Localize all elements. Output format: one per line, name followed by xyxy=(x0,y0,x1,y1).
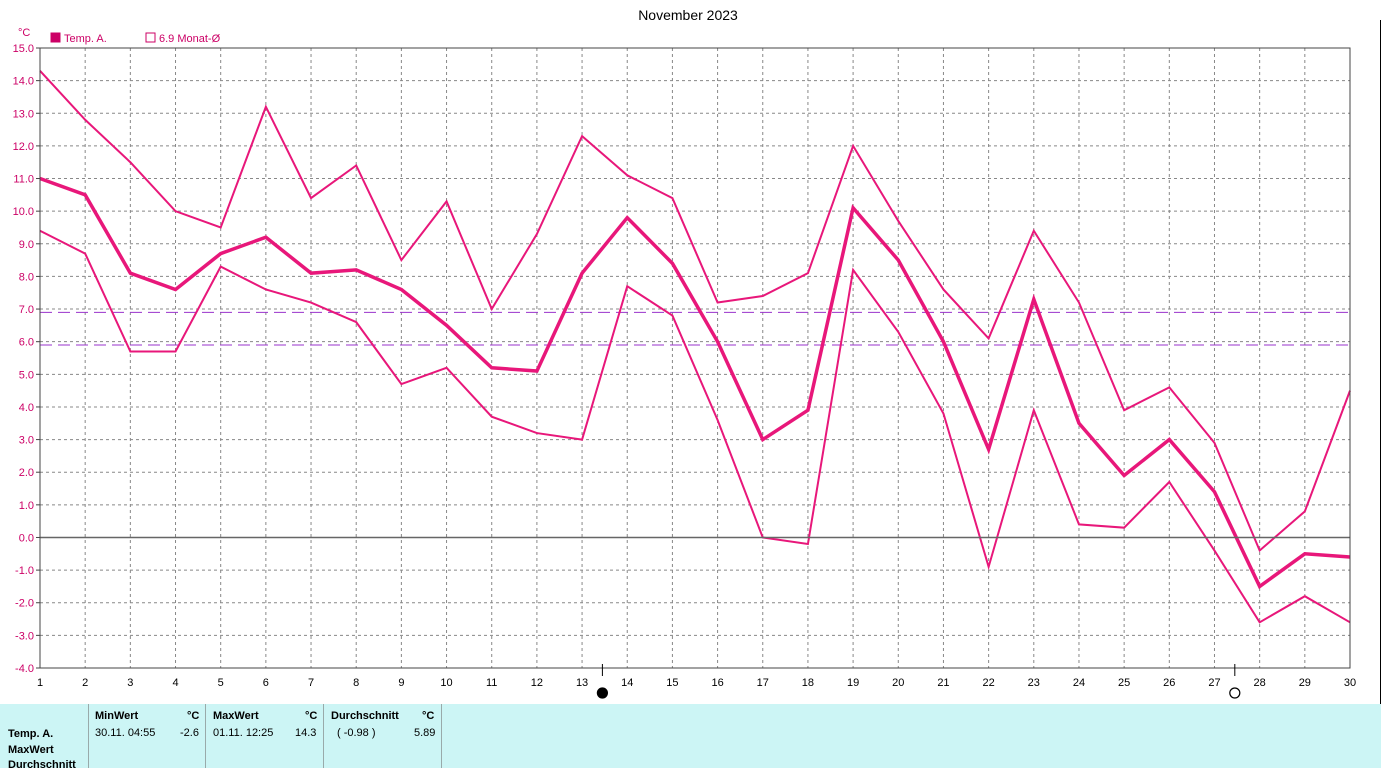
min-header: MinWert xyxy=(95,710,139,722)
avg-unit: °C xyxy=(422,710,435,722)
legend-label-month-avg: 6.9 Monat-Ø xyxy=(159,33,221,45)
x-tick-label: 30 xyxy=(1344,677,1356,689)
x-tick-label: 27 xyxy=(1208,677,1220,689)
x-tick-label: 7 xyxy=(308,677,314,689)
x-tick-label: 15 xyxy=(666,677,678,689)
reference-lines xyxy=(40,311,1350,346)
y-tick-label: 8.0 xyxy=(19,271,34,283)
x-tick-label: 18 xyxy=(802,677,814,689)
y-axis-unit: °C xyxy=(18,27,30,39)
y-tick-label: 14.0 xyxy=(13,76,34,88)
y-tick-label: -2.0 xyxy=(15,598,34,610)
full-moon-icon xyxy=(1229,687,1241,699)
x-tick-label: 24 xyxy=(1073,677,1085,689)
series-line-max xyxy=(39,70,1351,553)
chart-title: November 2023 xyxy=(638,7,738,23)
x-tick-label: 3 xyxy=(127,677,133,689)
min-value: -2.6 xyxy=(180,727,199,739)
x-tick-label: 8 xyxy=(353,677,359,689)
x-tick-label: 13 xyxy=(576,677,588,689)
y-tick-label: 13.0 xyxy=(13,108,34,120)
legend-swatch-temp xyxy=(50,32,61,43)
y-tick-label: 2.0 xyxy=(19,467,34,479)
min-column: MinWert °C 30.11. 04:55 -2.6 xyxy=(88,704,205,768)
new-moon-icon xyxy=(596,687,608,699)
max-column: MaxWert °C 01.11. 12:25 14.3 xyxy=(205,704,323,768)
max-header: MaxWert xyxy=(213,710,259,722)
row-label-avg: Durchschnitt xyxy=(8,759,76,771)
x-tick-label: 14 xyxy=(621,677,633,689)
x-tick-label: 6 xyxy=(263,677,269,689)
axes xyxy=(36,47,1351,669)
y-tick-label: 4.0 xyxy=(19,402,34,414)
min-unit: °C xyxy=(187,710,200,722)
x-tick-label: 22 xyxy=(982,677,994,689)
x-tick-label: 12 xyxy=(531,677,543,689)
x-tick-label: 19 xyxy=(847,677,859,689)
row-label-max: MaxWert xyxy=(8,744,54,756)
x-tick-label: 20 xyxy=(892,677,904,689)
y-tick-label: 15.0 xyxy=(13,43,34,55)
x-tick-label: 25 xyxy=(1118,677,1130,689)
y-tick-label: 11.0 xyxy=(13,174,34,186)
x-tick-label: 23 xyxy=(1028,677,1040,689)
max-value: 14.3 xyxy=(295,727,317,739)
y-tick-label: 0.0 xyxy=(19,532,34,544)
plot-frame xyxy=(39,47,1351,669)
x-tick-label: 5 xyxy=(218,677,224,689)
grid xyxy=(40,48,1350,668)
y-tick-label: -3.0 xyxy=(15,630,34,642)
legend-swatch-month-avg xyxy=(145,32,156,43)
x-tick-label: 29 xyxy=(1299,677,1311,689)
avg-header: Durchschnitt xyxy=(331,710,399,722)
avg-value: 5.89 xyxy=(414,727,436,739)
x-tick-label: 10 xyxy=(440,677,452,689)
x-tick-label: 26 xyxy=(1163,677,1175,689)
x-tick-label: 17 xyxy=(757,677,769,689)
avg-when: ( -0.98 ) xyxy=(337,727,376,739)
x-tick-label: 21 xyxy=(937,677,949,689)
y-tick-label: 9.0 xyxy=(19,239,34,251)
series-lines xyxy=(39,70,1351,624)
y-tick-label: 7.0 xyxy=(19,304,34,316)
stats-panel: Temp. A. MaxWert Durchschnitt MinWert °C… xyxy=(0,704,1381,771)
y-tick-label: -4.0 xyxy=(15,663,34,675)
x-tick-label: 28 xyxy=(1254,677,1266,689)
x-tick-label: 2 xyxy=(82,677,88,689)
legend-label-temp: Temp. A. xyxy=(64,33,107,45)
y-tick-label: 5.0 xyxy=(19,369,34,381)
x-tick-label: 16 xyxy=(711,677,723,689)
y-tick-label: 3.0 xyxy=(19,435,34,447)
series-line-min xyxy=(39,229,1351,624)
right-panel xyxy=(1358,0,1381,704)
y-tick-label: 12.0 xyxy=(13,141,34,153)
min-when: 30.11. 04:55 xyxy=(95,727,156,739)
moon-markers xyxy=(596,664,1241,699)
x-tick-label: 4 xyxy=(172,677,178,689)
max-unit: °C xyxy=(305,710,318,722)
temperature-chart: November 2023 °C Temp. A. 6.9 Monat-Ø 15… xyxy=(13,7,1357,699)
y-tick-label: 10.0 xyxy=(13,206,34,218)
avg-column: Durchschnitt °C ( -0.98 ) 5.89 xyxy=(323,704,442,768)
row-label-temp: Temp. A. xyxy=(8,728,54,740)
y-tick-label: 1.0 xyxy=(19,500,34,512)
y-tick-label: 6.0 xyxy=(19,337,34,349)
x-tick-label: 1 xyxy=(37,677,43,689)
x-tick-label: 11 xyxy=(486,677,497,689)
x-tick-label: 9 xyxy=(398,677,404,689)
series-line-mittel xyxy=(39,176,1351,590)
y-tick-label: -1.0 xyxy=(15,565,34,577)
max-when: 01.11. 12:25 xyxy=(213,727,274,739)
tick-labels: 15.014.013.012.011.010.09.08.07.06.05.04… xyxy=(13,43,1357,689)
